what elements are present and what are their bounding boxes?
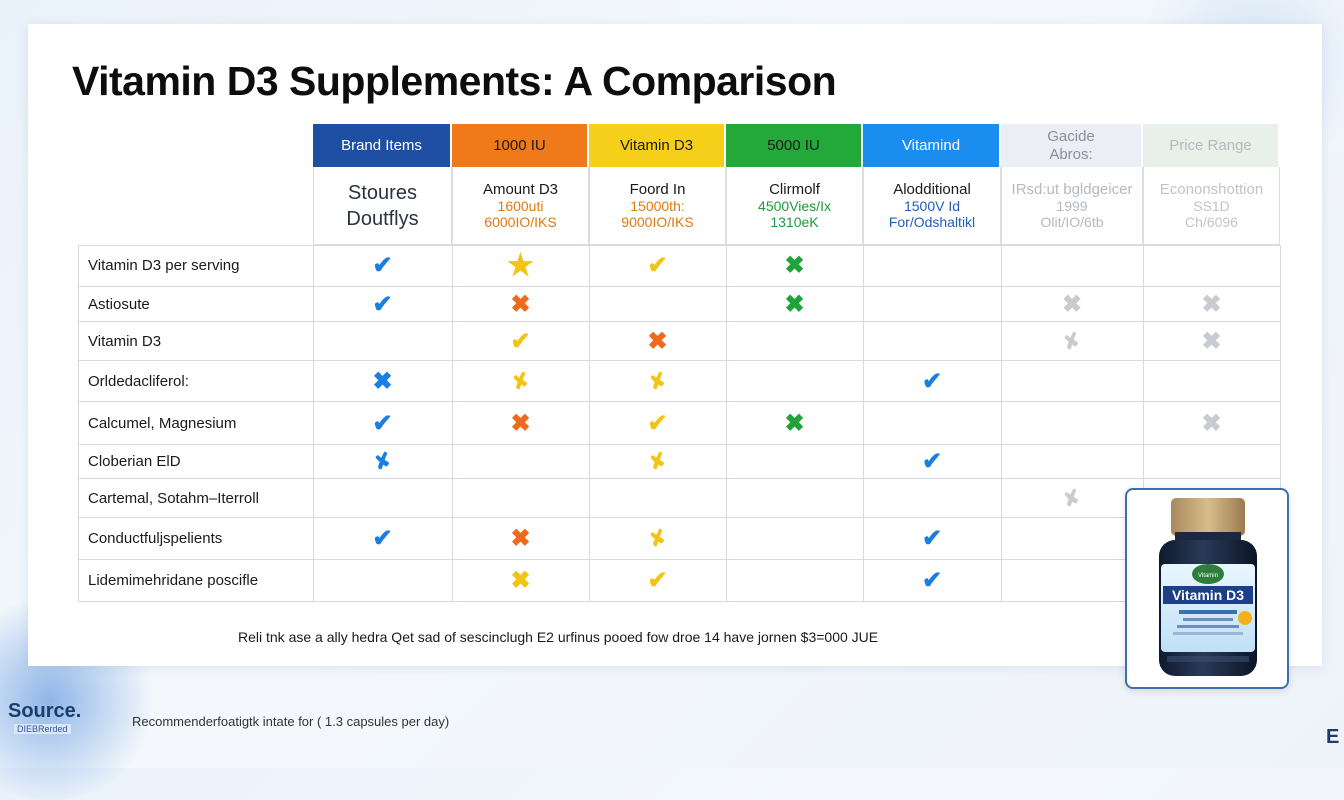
product-image-card[interactable]: Vitamin Vitamin D3 xyxy=(1125,488,1289,689)
cross-icon: ✖ xyxy=(372,367,393,395)
subheader-line: Amount D3 xyxy=(482,181,559,198)
table-row xyxy=(78,245,1280,287)
table-row xyxy=(78,445,1280,479)
subheader-line: IRsd:ut bgldgeicer xyxy=(1011,181,1133,198)
cross-icon: ✖ xyxy=(1201,409,1222,437)
cross-icon: ✖ xyxy=(510,290,531,318)
subheader-value: 9000IO/IKS xyxy=(621,214,694,230)
column-subheader: IRsd:ut bgldgeicer 1999 Olit/IO/6tb xyxy=(1001,167,1143,245)
corner-logo-icon: E xyxy=(1326,726,1340,748)
row-label: Vitamin D3 xyxy=(88,332,162,350)
column-subheader: Clirmolf 4500Vies/Ix 1310eK xyxy=(726,167,863,245)
row-label: Cloberian ElD xyxy=(88,453,181,470)
table-note: Reli tnk ase a ally hedra Qet sad of ses… xyxy=(238,629,879,645)
subheader-line: Econonshottion xyxy=(1159,181,1264,198)
cross-icon: ✖ xyxy=(784,290,805,318)
cross-icon: ✖ xyxy=(1061,290,1083,318)
source-label: Source. xyxy=(8,700,82,722)
check-icon: ✔ xyxy=(921,448,943,475)
table-row xyxy=(78,287,1280,322)
star-icon: ★ xyxy=(507,249,534,282)
column-subheader: Foord In 15000th: 9000IO/IKS xyxy=(589,167,726,245)
table-row xyxy=(78,402,1280,445)
subheader-value: 4500Vies/Ix xyxy=(758,198,831,214)
row-label: Calcumel, Magnesium xyxy=(88,414,237,432)
column-header[interactable]: Vitamin D3 xyxy=(589,124,724,167)
cross-icon: ✖ xyxy=(784,252,805,279)
cross-icon: ✖ xyxy=(1201,327,1222,355)
check-icon: ✔ xyxy=(921,567,943,594)
column-header[interactable]: Brand Items xyxy=(313,124,450,167)
page-title: Vitamin D3 Supplements: A Comparison xyxy=(72,58,837,104)
check-icon: ✔ xyxy=(921,367,943,395)
row-label: Vitamin D3 per serving xyxy=(88,257,240,274)
subheader-value: Olit/IO/6tb xyxy=(1040,214,1104,230)
grid-line xyxy=(452,245,453,602)
column-header[interactable]: 1000 IU xyxy=(452,124,587,167)
row-label: Cartemal, Sotahm–Iterroll xyxy=(88,489,259,507)
subheader-line: Alodditional xyxy=(893,181,971,198)
column-header[interactable]: 5000 IU xyxy=(726,124,861,167)
check-icon: ✔ xyxy=(510,327,531,355)
subheader-value: 15000th: xyxy=(630,198,685,214)
table-row xyxy=(78,560,1280,602)
row-label: Astiosute xyxy=(88,295,150,313)
cross-icon: ✖ xyxy=(510,409,531,437)
subheader-value: 1310eK xyxy=(770,214,819,230)
subheader-value: 1500V Id xyxy=(903,198,961,214)
row-label: Lidemimehridane poscifle xyxy=(88,572,259,589)
subheader-value: For/Odshaltikl xyxy=(888,214,976,230)
cross-icon: ✖ xyxy=(784,409,805,437)
column-header[interactable]: Vitamind xyxy=(863,124,999,167)
grid-line xyxy=(1143,245,1144,602)
grid-line xyxy=(1280,245,1281,602)
column-header[interactable]: Gacide Abros: xyxy=(1001,124,1141,167)
grid-line xyxy=(863,245,864,602)
grid-line xyxy=(1001,245,1002,602)
check-icon: ✔ xyxy=(921,525,943,552)
check-icon: ✔ xyxy=(647,409,668,437)
subheader-line: Stoures Doutflys xyxy=(346,181,419,230)
check-icon: ✔ xyxy=(647,252,668,279)
supplement-bottle-icon: Vitamin Vitamin D3 xyxy=(1159,498,1257,676)
check-icon: ✔ xyxy=(372,525,393,552)
cross-icon: ✖ xyxy=(510,525,531,552)
source-sublabel: DIEBRerded xyxy=(14,724,71,734)
bottle-badge-text: Vitamin xyxy=(1198,573,1218,579)
check-icon: ✔ xyxy=(372,409,393,437)
table-row xyxy=(78,361,1280,402)
cross-icon: ✖ xyxy=(1201,290,1222,318)
subheader-value: 1999 xyxy=(1056,198,1088,214)
column-subheader: Stoures Doutflys xyxy=(313,167,452,245)
footnote: Recommenderfoatigtk intate for ( 1.3 cap… xyxy=(132,714,450,729)
subheader-line: Foord In xyxy=(629,181,686,198)
grid-line xyxy=(78,245,79,602)
table-row xyxy=(78,518,1280,560)
subheader-value: Ch/6096 xyxy=(1185,214,1238,230)
subheader-value: SS1D xyxy=(1193,198,1230,214)
subheader-line: Clirmolf xyxy=(769,181,820,198)
subheader-value: 6000IO/IKS xyxy=(484,214,557,230)
column-subheader: Econonshottion SS1D Ch/6096 xyxy=(1143,167,1280,245)
row-label: Orldedacliferol: xyxy=(88,372,189,390)
check-icon: ✔ xyxy=(372,290,393,318)
column-subheader: Alodditional 1500V Id For/Odshaltikl xyxy=(863,167,1001,245)
subheader-value: 1600uti xyxy=(497,198,544,214)
column-header[interactable]: Price Range xyxy=(1143,124,1278,167)
column-subheader: Amount D3 1600uti 6000IO/IKS xyxy=(452,167,589,245)
grid-line xyxy=(313,245,314,602)
row-label: Conductfuljspelients xyxy=(88,530,223,547)
bottle-brand-text: Vitamin D3 xyxy=(1172,587,1244,603)
cross-icon: ✖ xyxy=(647,327,668,355)
table-row xyxy=(78,322,1280,361)
grid-line xyxy=(589,245,590,602)
check-icon: ✔ xyxy=(647,567,668,594)
cross-icon: ✖ xyxy=(510,567,531,594)
table-row xyxy=(78,479,1280,518)
check-icon: ✔ xyxy=(372,252,393,279)
grid-line xyxy=(726,245,727,602)
